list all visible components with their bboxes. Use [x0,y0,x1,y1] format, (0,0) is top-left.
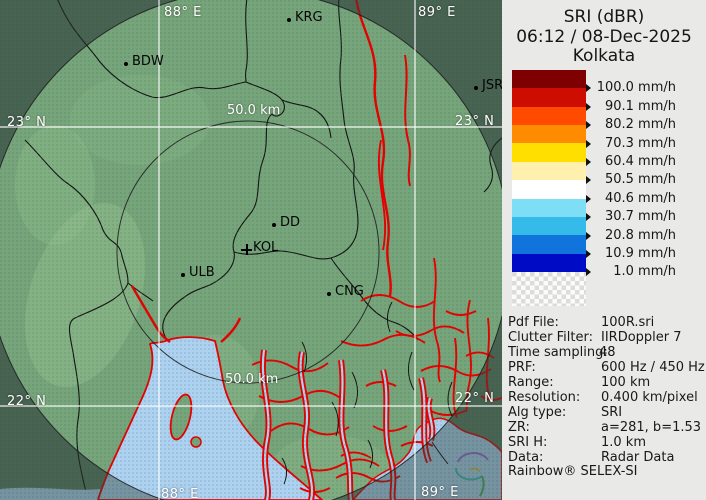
city-dot-icon [124,62,128,66]
radar-map-canvas: 88° E 89° E 23° N 23° N 22° N 22° N 88° … [0,0,502,500]
threshold-arrow-icon [586,268,591,276]
city-dot-icon [327,292,331,296]
meta-alg-type: Alg type: SRI [508,405,623,420]
product-title: SRI (dBR) [563,7,645,27]
range-rings [0,0,502,500]
meta-data-source: Data: Radar Data [508,450,675,465]
meta-prf: PRF: 600 Hz / 450 Hz [508,360,705,375]
threshold-arrow-icon [586,213,591,221]
scale-band [512,216,586,236]
threshold-arrow-icon [586,195,591,203]
info-panel: SRI (dBR) 06:12 / 08-Dec-2025 Kolkata 10… [502,0,706,500]
scale-band [512,143,586,162]
scale-band [512,253,586,272]
meta-zr: ZR: a=281, b=1.53 [508,420,702,435]
intensity-color-scale [512,70,586,272]
threshold-arrow-icon [586,84,591,92]
meta-resolution: Resolution: 0.400 km/pixel [508,390,698,405]
lat-label-22n-left: 22° N [7,394,47,409]
city-dot-icon [287,18,291,22]
threshold-arrow-icon [586,250,591,258]
threshold-arrow-icon [586,103,591,111]
city-dot-icon [181,273,185,277]
scale-band [512,88,586,107]
city-label: ULB [189,265,215,280]
lon-label-88e-bottom: 88° E [161,487,199,500]
city-label: BDW [132,54,164,69]
threshold-arrow-icon [586,121,591,129]
no-data-checker-swatch [512,272,586,306]
lon-label-88e-top: 88° E [164,5,202,20]
lon-label-89e-bottom: 89° E [421,485,459,500]
threshold-arrow-icon [586,140,591,148]
radar-site-cross-icon [241,244,252,255]
scale-band [512,235,586,254]
meta-sri-h: SRI H: 1.0 km [508,435,646,450]
meta-clutter-filter: Clutter Filter: IIRDoppler 7 [508,330,682,345]
scale-band [512,125,586,144]
threshold-arrow-icon [586,158,591,166]
scale-band [512,70,586,89]
scale-band [512,198,586,217]
lat-label-23n-right: 23° N [455,114,495,129]
scale-band [512,106,586,126]
lat-label-23n-left: 23° N [7,115,47,130]
threshold-arrow-icon [586,232,591,240]
meta-pdf-file: Pdf File: 100R.sri [508,315,655,330]
city-label: KRG [295,10,323,25]
coordinate-grid [0,0,502,500]
city-label: CNG [335,284,364,299]
city-dot-icon [474,86,478,90]
scale-band [512,180,586,199]
software-brand: Rainbow® SELEX-SI [508,464,638,479]
lat-label-22n-right: 22° N [455,391,495,406]
range-ring-label-top: 50.0 km [227,103,281,118]
panel-title-block: SRI (dBR) 06:12 / 08-Dec-2025 Kolkata [502,7,706,67]
station-name: Kolkata [572,46,636,66]
city-label: KOL [253,240,279,255]
out-of-range-shade [0,0,502,500]
scale-band [512,161,586,181]
range-ring-label-bottom: 50.0 km [225,372,279,387]
lon-label-89e-top: 89° E [418,5,456,20]
threshold-arrow-icon [586,176,591,184]
city-label: DD [280,215,301,230]
scan-datetime: 06:12 / 08-Dec-2025 [516,26,692,47]
city-label: JSR [482,78,502,93]
meta-range: Range: 100 km [508,375,651,390]
city-dot-icon [272,223,276,227]
meta-time-sampling: Time sampling: 48 [508,345,616,360]
